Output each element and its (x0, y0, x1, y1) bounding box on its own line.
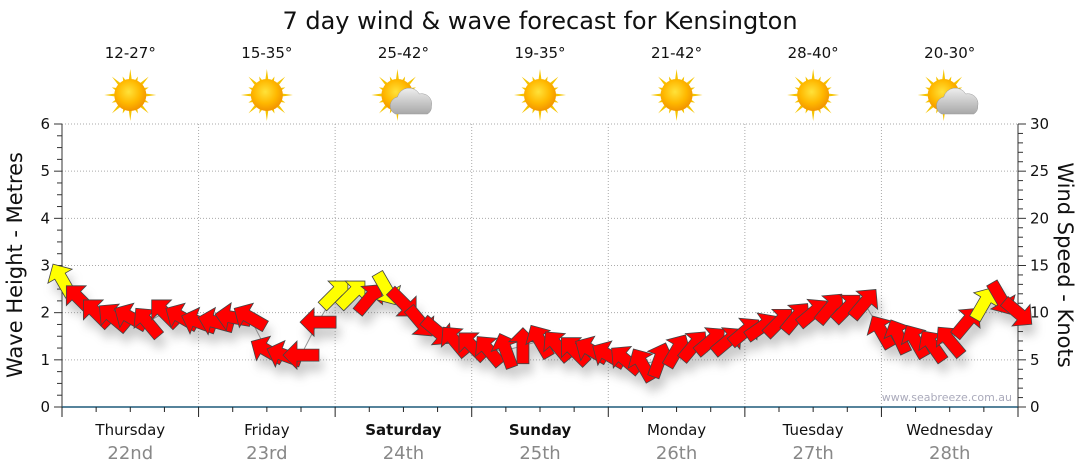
left-tick-label: 3 (40, 257, 50, 275)
sun-ray (787, 93, 800, 97)
day-name-label: Wednesday (906, 421, 993, 439)
sun-ray (942, 69, 946, 82)
day-date-label: 27th (792, 443, 833, 464)
sun-ray (265, 69, 269, 82)
day-name-label: Friday (244, 421, 290, 439)
day-name-label: Saturday (365, 421, 442, 439)
cloud-shape (936, 87, 979, 115)
sun-ray (690, 93, 703, 97)
axes: 0 1 2 3 4 5 6 0 5 10 15 20 25 30 Thursday 22nd Friday 23r… (40, 115, 1049, 464)
sun-ray (811, 108, 815, 121)
day-temperature: 28-40° (788, 44, 839, 62)
sun-ray (674, 108, 679, 121)
chart-title: 7 day wind & wave forecast for Kensingto… (282, 7, 797, 35)
sun-ray (144, 93, 157, 97)
left-tick-label: 2 (40, 304, 50, 322)
gridlines (62, 123, 1018, 407)
right-tick-label: 5 (1030, 351, 1040, 369)
sunny-icon (104, 69, 157, 121)
day-temperature: 12-27° (105, 44, 156, 62)
wind-arrow (999, 295, 1033, 327)
right-tick-label: 15 (1030, 257, 1049, 275)
wind-arrow (900, 324, 931, 361)
wind-arrow-shadow (852, 299, 882, 331)
sun-ray (265, 108, 269, 121)
right-tick-label: 20 (1030, 209, 1049, 227)
wind-arrow (918, 330, 949, 365)
left-tick-label: 1 (40, 351, 50, 369)
left-tick-label: 0 (40, 398, 50, 416)
left-tick-label: 5 (40, 162, 50, 180)
sunny-icon (514, 69, 566, 121)
wind-arrow (282, 340, 320, 371)
sun-ray (371, 93, 384, 97)
wind-arrow (133, 307, 165, 341)
sun-ray (917, 93, 930, 97)
day-name-label: Monday (647, 421, 706, 439)
day-headers: 12-27° 15-35° 25-42° 19-35° 21-42° 28-40° 20-3… (104, 44, 979, 121)
sunny-icon (787, 69, 840, 121)
sun-ray (240, 93, 253, 97)
right-tick-label: 10 (1030, 304, 1049, 322)
sun-ray (827, 93, 840, 97)
sun-ray (395, 69, 400, 82)
sun-ray (104, 93, 117, 97)
day-temperature: 25-42° (378, 44, 429, 62)
sun-ray (538, 69, 542, 82)
wind-arrow (561, 337, 592, 368)
wind-arrow-shadow (357, 294, 387, 327)
left-tick-label: 4 (40, 209, 50, 227)
sun-disc (114, 79, 147, 111)
wind-arrow (352, 284, 384, 317)
sun-disc (250, 79, 283, 111)
day-date-label: 23rd (246, 443, 287, 464)
day-date-label: 28th (929, 443, 970, 464)
day-temperature: 15-35° (241, 44, 292, 62)
partly-cloudy-icon (371, 69, 432, 121)
wind-arrows (47, 263, 1036, 394)
right-tick-label: 0 (1030, 398, 1040, 416)
right-tick-label: 30 (1030, 115, 1049, 133)
sun-ray (674, 69, 679, 82)
day-temperature: 20-30° (924, 44, 975, 62)
wind-arrow (334, 280, 366, 312)
day-name-label: Sunday (509, 421, 572, 439)
sun-ray (538, 108, 542, 121)
wind-arrow (847, 289, 879, 322)
wind-arrow (490, 332, 519, 370)
sun-ray (280, 93, 293, 97)
left-tick-label: 6 (40, 115, 50, 133)
day-date-label: 24th (383, 443, 424, 464)
day-date-label: 26th (656, 443, 697, 464)
cloud-shape (390, 87, 432, 115)
day-temperature: 21-42° (651, 44, 702, 62)
y-axis-label-right: Wind Speed - Knots (1053, 162, 1077, 367)
sun-ray (650, 93, 663, 97)
wind-arrow (883, 319, 913, 356)
day-name-label: Thursday (94, 421, 165, 439)
sun-ray (514, 93, 527, 97)
wind-arrow (233, 302, 269, 333)
sun-ray (128, 108, 132, 121)
day-date-label: 25th (519, 443, 560, 464)
day-temperature: 19-35° (514, 44, 565, 62)
sunny-icon (240, 69, 293, 121)
day-name-label: Tuesday (782, 421, 844, 439)
sunny-icon (650, 69, 703, 121)
right-tick-label: 25 (1030, 162, 1049, 180)
sun-ray (811, 69, 815, 82)
sun-disc (797, 79, 830, 111)
sun-ray (553, 93, 566, 97)
sun-ray (128, 69, 132, 82)
watermark: www.seabreeze.com.au (882, 391, 1012, 404)
day-date-label: 22nd (107, 443, 153, 464)
sun-disc (660, 79, 693, 111)
wind-arrow (525, 324, 555, 361)
y-axis-label-left: Wave Height - Metres (3, 152, 27, 378)
sun-disc (524, 79, 556, 111)
partly-cloudy-icon (917, 69, 979, 121)
wind-arrow (935, 326, 967, 360)
wind-arrow (299, 307, 337, 338)
